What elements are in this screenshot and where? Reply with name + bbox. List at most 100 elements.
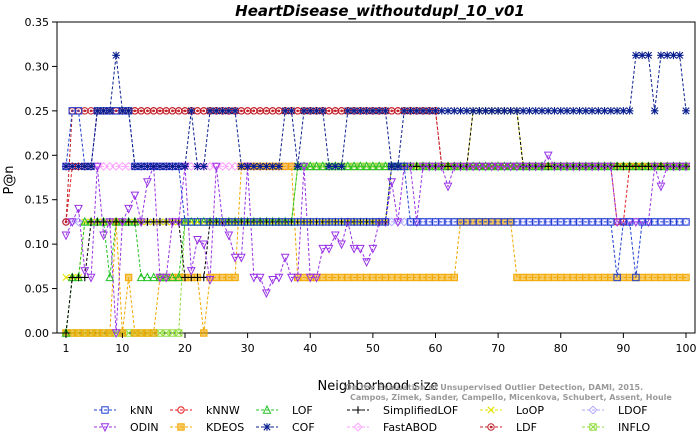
data-point-fastabod: [362, 161, 372, 171]
data-point-ldof: [92, 217, 102, 227]
data-point-cof: [594, 107, 603, 115]
data-point-kdeos: [569, 273, 577, 282]
legend-item-simplifiedlof: SimplifiedLOF: [347, 404, 458, 417]
series-knn: [62, 107, 690, 282]
data-point-fastabod: [99, 161, 109, 171]
data-point-odin: [631, 218, 641, 228]
data-point-kdeos: [406, 273, 415, 282]
data-point-simplifiedlof: [199, 273, 208, 282]
data-point-kdeos: [425, 273, 433, 282]
data-point-kdeos: [287, 162, 296, 171]
y-tick-label: 0.15: [25, 194, 50, 207]
data-point-cof: [682, 107, 690, 115]
data-point-odin: [531, 162, 541, 172]
data-point-cof: [318, 107, 327, 115]
data-point-cof: [268, 162, 277, 171]
legend-label-loop: LoOP: [516, 404, 544, 417]
y-tick-label: 0.25: [25, 105, 50, 118]
data-point-cof: [174, 162, 183, 171]
data-point-odin: [174, 218, 184, 228]
data-point-lof: [174, 272, 184, 282]
data-point-kdeos: [676, 273, 684, 282]
y-tick-label: 0.00: [25, 327, 50, 340]
data-point-kdeos: [319, 273, 327, 282]
data-point-fastabod: [111, 161, 121, 171]
data-point-cof: [162, 162, 171, 171]
data-point-odin: [681, 162, 691, 172]
data-point-odin: [568, 162, 578, 172]
legend-marker-knn: [101, 406, 109, 414]
data-point-kdeos: [450, 273, 458, 282]
data-point-kdeos: [413, 273, 421, 282]
series-loop: [62, 107, 690, 282]
data-point-odin: [393, 218, 403, 228]
legend: kNN kNNW LOF SimplifiedLOF LoOP LDOF ODIN KDEOS…: [94, 404, 651, 434]
data-point-odin: [368, 244, 378, 254]
data-point-ldof: [243, 217, 253, 227]
data-point-odin: [449, 162, 459, 172]
data-point-odin: [312, 273, 321, 283]
data-point-kdeos: [99, 329, 108, 337]
data-point-fastabod: [305, 161, 315, 171]
data-point-odin: [462, 162, 472, 172]
series-line-inflo: [66, 165, 686, 334]
data-point-cof: [638, 51, 646, 60]
data-point-ldof: [142, 217, 152, 227]
data-point-cof: [575, 107, 584, 115]
data-point-fastabod: [337, 161, 347, 171]
data-point-odin: [268, 275, 278, 285]
data-point-kdeos: [362, 273, 371, 282]
data-point-odin: [255, 273, 265, 283]
data-point-cof: [400, 107, 408, 115]
data-point-kdeos: [582, 273, 590, 282]
data-point-ldof: [556, 217, 566, 227]
data-point-odin: [74, 204, 83, 214]
legend-label-ldf: LDF: [516, 421, 537, 434]
y-tick-label: 0.35: [25, 16, 50, 29]
data-point-odin: [92, 162, 102, 172]
data-point-ldof: [681, 217, 691, 227]
data-point-kdeos: [337, 273, 346, 282]
data-point-ldof: [224, 217, 234, 227]
data-point-odin: [431, 162, 440, 172]
data-point-cof: [506, 107, 515, 115]
data-point-kdeos: [137, 329, 145, 337]
data-point-ldof: [324, 217, 334, 227]
data-point-ldof: [656, 217, 666, 227]
data-point-lof: [349, 161, 359, 171]
data-point-kdeos: [87, 329, 95, 337]
data-point-ldof: [418, 217, 428, 227]
data-point-ldof: [274, 217, 284, 227]
data-point-ldof: [449, 217, 459, 227]
data-point-inflo: [175, 329, 183, 337]
chart-title: HeartDisease_withoutdupl_10_v01: [235, 2, 525, 20]
data-point-ldof: [531, 217, 541, 227]
data-point-cof: [619, 107, 628, 115]
data-point-kdeos: [525, 273, 534, 282]
data-point-inflo: [168, 329, 177, 337]
data-point-odin: [211, 162, 221, 172]
series-line-odin: [65, 154, 686, 334]
data-point-cof: [613, 107, 621, 115]
data-point-odin: [168, 218, 177, 228]
data-point-cof: [581, 107, 590, 115]
data-point-cof: [406, 107, 415, 115]
data-point-ldof: [650, 217, 660, 227]
data-point-ldof: [124, 217, 134, 227]
data-point-lof: [168, 272, 177, 282]
data-point-kdeos: [369, 273, 377, 282]
data-point-odin: [80, 267, 90, 276]
data-point-ldof: [675, 217, 685, 227]
x-axis-label: Neighborhood size: [318, 379, 439, 394]
data-point-odin: [537, 162, 547, 172]
data-point-ldf: [394, 107, 402, 115]
data-point-cof: [607, 107, 615, 115]
data-point-kdeos: [538, 273, 546, 282]
data-point-cof: [519, 107, 527, 115]
data-point-odin: [675, 162, 685, 172]
data-point-odin: [443, 182, 453, 192]
data-point-odin: [130, 191, 140, 201]
data-point-kdeos: [519, 273, 527, 282]
data-point-ldof: [355, 217, 365, 227]
data-point-fastabod: [124, 161, 134, 171]
